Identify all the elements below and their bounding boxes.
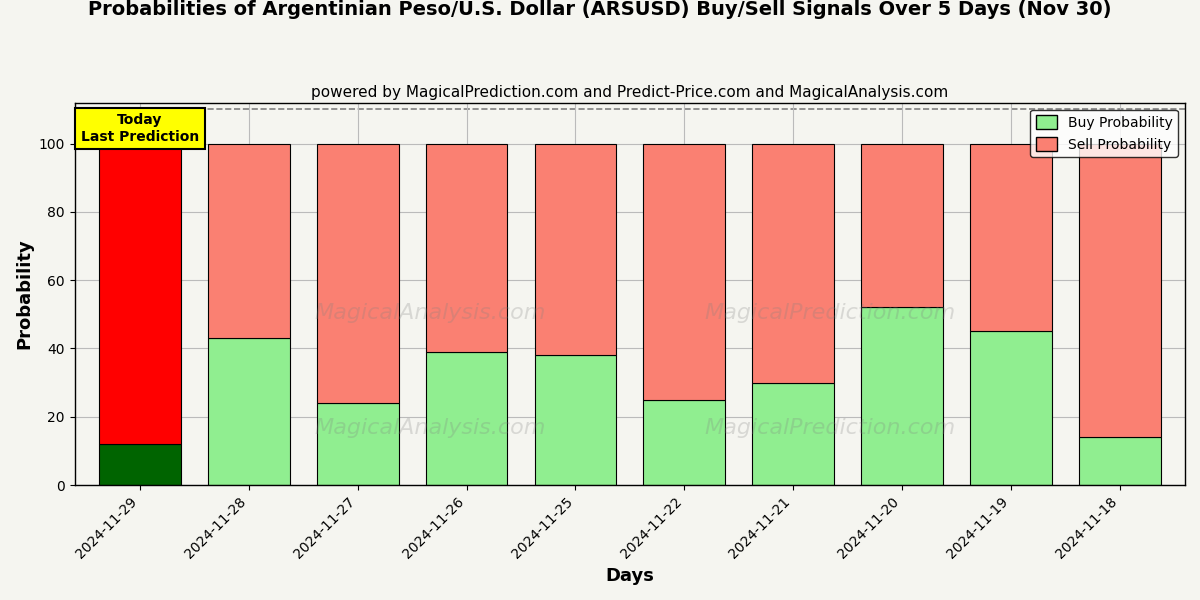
Bar: [426, 143, 508, 352]
Bar: [100, 143, 181, 444]
X-axis label: Days: Days: [605, 567, 654, 585]
Bar: [752, 383, 834, 485]
Bar: [534, 355, 617, 485]
Bar: [752, 143, 834, 383]
Bar: [208, 338, 289, 485]
Legend: Buy Probability, Sell Probability: Buy Probability, Sell Probability: [1030, 110, 1178, 157]
Bar: [208, 143, 289, 338]
Bar: [1079, 437, 1160, 485]
Text: MagicalPrediction.com: MagicalPrediction.com: [704, 303, 955, 323]
Bar: [317, 143, 398, 403]
Bar: [317, 403, 398, 485]
Bar: [862, 143, 943, 307]
Bar: [970, 143, 1051, 331]
Bar: [643, 143, 725, 400]
Bar: [1079, 143, 1160, 437]
Bar: [100, 444, 181, 485]
Bar: [426, 352, 508, 485]
Bar: [643, 400, 725, 485]
Y-axis label: Probability: Probability: [16, 238, 34, 349]
Bar: [534, 143, 617, 355]
Title: powered by MagicalPrediction.com and Predict-Price.com and MagicalAnalysis.com: powered by MagicalPrediction.com and Pre…: [311, 85, 948, 100]
Bar: [862, 307, 943, 485]
Text: Probabilities of Argentinian Peso/U.S. Dollar (ARSUSD) Buy/Sell Signals Over 5 D: Probabilities of Argentinian Peso/U.S. D…: [89, 0, 1111, 19]
Text: MagicalAnalysis.com: MagicalAnalysis.com: [314, 303, 546, 323]
Bar: [970, 331, 1051, 485]
Text: MagicalAnalysis.com: MagicalAnalysis.com: [314, 418, 546, 437]
Text: MagicalPrediction.com: MagicalPrediction.com: [704, 418, 955, 437]
Text: Today
Last Prediction: Today Last Prediction: [80, 113, 199, 143]
